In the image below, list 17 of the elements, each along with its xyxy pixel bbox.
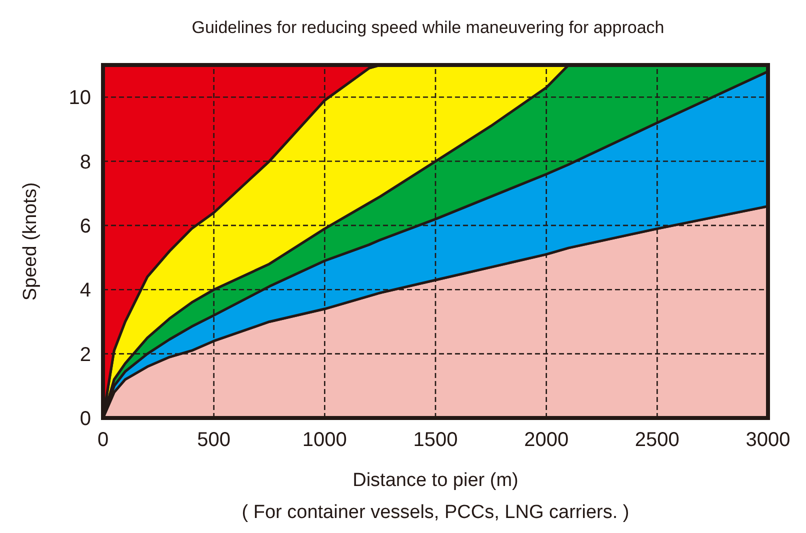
y-tick-label: 10 xyxy=(68,87,91,110)
y-axis-title: Speed (knots) xyxy=(20,182,41,301)
y-tick-label: 8 xyxy=(80,151,91,174)
chart-title: Guidelines for reducing speed while maneuvering for approach xyxy=(192,18,664,37)
x-axis-title: Distance to pier (m) xyxy=(352,470,518,491)
x-tick-label: 3000 xyxy=(746,429,790,451)
y-tick-label: 4 xyxy=(80,280,91,302)
y-tick-label: 2 xyxy=(80,344,91,366)
x-tick-label: 1500 xyxy=(413,429,458,451)
x-tick-label: 2500 xyxy=(634,429,680,451)
x-tick-label: 2000 xyxy=(524,429,569,451)
x-tick-label: 1000 xyxy=(302,429,347,451)
text: ( For container vessels, PCCs, LNG carriers. ) xyxy=(242,502,630,523)
x-tick-label: 0 xyxy=(97,429,109,451)
x-tick-label: 500 xyxy=(197,429,231,451)
y-tick-label: 0 xyxy=(80,408,91,430)
y-tick-label: 6 xyxy=(80,215,91,238)
